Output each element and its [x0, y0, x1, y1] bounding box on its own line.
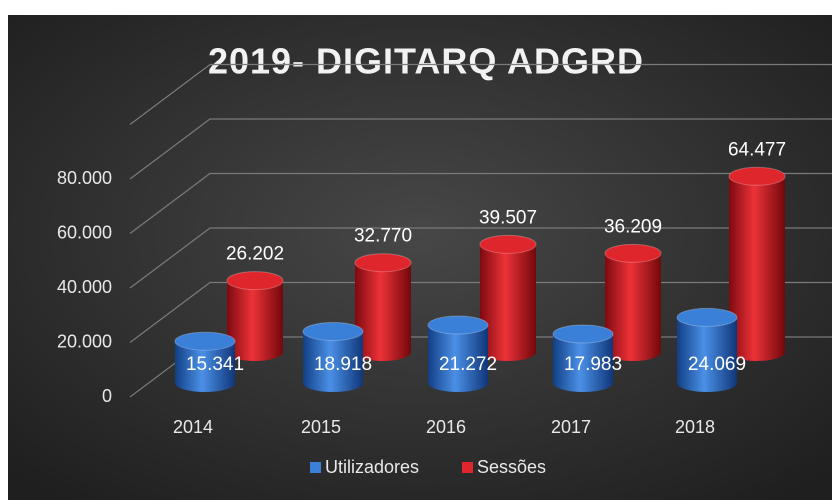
bar	[552, 324, 614, 392]
value-label: 17.983	[564, 354, 622, 375]
y-tick-label: 20.000	[57, 331, 112, 351]
bar-top	[174, 331, 236, 351]
axis-frame	[129, 63, 832, 125]
legend-label: Utilizadores	[325, 457, 419, 477]
legend-swatch	[310, 462, 321, 473]
bar-body	[677, 317, 737, 392]
bar	[728, 166, 786, 361]
grid-line	[129, 227, 832, 289]
bar-top	[676, 307, 738, 327]
bar-top	[604, 243, 662, 263]
value-label: 18.918	[314, 354, 372, 375]
bar	[479, 234, 537, 361]
bar-body	[553, 333, 613, 392]
value-label: 15.341	[186, 354, 244, 375]
bar-body	[428, 325, 488, 392]
bar	[427, 315, 489, 392]
x-tick-label: 2015	[301, 417, 341, 437]
bar-body	[175, 341, 235, 392]
y-tick-label: 60.000	[57, 222, 112, 242]
y-tick-label: 0	[102, 386, 112, 406]
bar-top	[226, 271, 284, 291]
legend-label: Sessões	[477, 457, 546, 477]
bar	[226, 271, 284, 361]
bar-body	[355, 262, 411, 361]
value-label: 26.202	[226, 244, 284, 265]
bar	[302, 321, 364, 392]
bar-top	[427, 315, 489, 335]
bar-body	[303, 331, 363, 392]
bar-body	[729, 176, 785, 361]
bar-body	[227, 280, 283, 361]
bar-body	[605, 253, 661, 361]
bar-top	[354, 253, 412, 273]
bars: 26.202 32.770 39.507 36.209 64.477 15.341 18.9…	[174, 139, 786, 392]
x-tick-label: 2018	[675, 417, 715, 437]
value-label: 39.507	[479, 207, 537, 228]
value-label: 64.477	[728, 139, 786, 160]
value-label: 24.069	[688, 354, 746, 375]
y-tick-label: 80.000	[57, 168, 112, 188]
bar-top	[479, 234, 537, 254]
value-label: 32.770	[354, 226, 412, 247]
grid-line	[129, 172, 832, 234]
bar-body	[480, 244, 536, 361]
bar	[174, 331, 236, 392]
grid-line	[129, 118, 832, 180]
legend-swatch	[462, 462, 473, 473]
legend: Utilizadores Sessões	[310, 457, 546, 477]
bar	[354, 253, 412, 361]
value-label: 36.209	[604, 216, 662, 237]
y-tick-label: 40.000	[57, 277, 112, 297]
chart-background	[8, 15, 832, 500]
bar	[676, 307, 738, 392]
bar-top	[552, 324, 614, 344]
bar-top	[302, 321, 364, 341]
bar	[604, 243, 662, 361]
chart-title: 2019- DIGITARQ ADGRD	[208, 41, 644, 82]
x-tick-label: 2016	[426, 417, 466, 437]
value-label: 21.272	[439, 354, 497, 375]
x-tick-label: 2014	[173, 417, 213, 437]
x-tick-label: 2017	[551, 417, 591, 437]
bar-top	[728, 166, 786, 186]
